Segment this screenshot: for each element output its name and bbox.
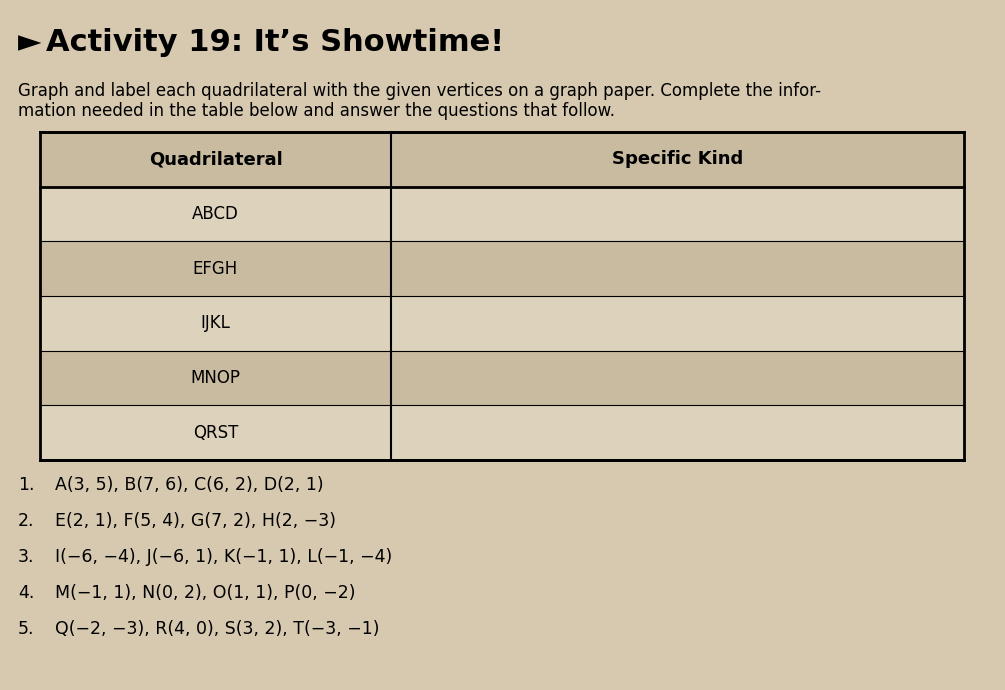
Text: M(−1, 1), N(0, 2), O(1, 1), P(0, −2): M(−1, 1), N(0, 2), O(1, 1), P(0, −2) bbox=[55, 584, 356, 602]
Text: 5.: 5. bbox=[18, 620, 34, 638]
Text: IJKL: IJKL bbox=[201, 315, 230, 333]
Text: 4.: 4. bbox=[18, 584, 34, 602]
Text: Quadrilateral: Quadrilateral bbox=[149, 150, 282, 168]
Text: I(−6, −4), J(−6, 1), K(−1, 1), L(−1, −4): I(−6, −4), J(−6, 1), K(−1, 1), L(−1, −4) bbox=[55, 548, 392, 566]
Text: 1.: 1. bbox=[18, 476, 34, 494]
Bar bbox=[40, 296, 964, 351]
Text: Q(−2, −3), R(4, 0), S(3, 2), T(−3, −1): Q(−2, −3), R(4, 0), S(3, 2), T(−3, −1) bbox=[55, 620, 380, 638]
Text: ABCD: ABCD bbox=[192, 205, 239, 223]
Text: QRST: QRST bbox=[193, 424, 238, 442]
Bar bbox=[40, 241, 964, 296]
Text: 3.: 3. bbox=[18, 548, 34, 566]
Text: EFGH: EFGH bbox=[193, 259, 238, 277]
Bar bbox=[40, 187, 964, 241]
Text: Specific Kind: Specific Kind bbox=[612, 150, 743, 168]
Bar bbox=[40, 351, 964, 405]
Text: Graph and label each quadrilateral with the given vertices on a graph paper. Com: Graph and label each quadrilateral with … bbox=[18, 82, 821, 100]
Text: Activity 19: It’s Showtime!: Activity 19: It’s Showtime! bbox=[46, 28, 505, 57]
Text: mation needed in the table below and answer the questions that follow.: mation needed in the table below and ans… bbox=[18, 102, 615, 120]
Bar bbox=[40, 405, 964, 460]
Text: E(2, 1), F(5, 4), G(7, 2), H(2, −3): E(2, 1), F(5, 4), G(7, 2), H(2, −3) bbox=[55, 512, 336, 530]
Text: A(3, 5), B(7, 6), C(6, 2), D(2, 1): A(3, 5), B(7, 6), C(6, 2), D(2, 1) bbox=[55, 476, 324, 494]
Text: MNOP: MNOP bbox=[191, 369, 240, 387]
Bar bbox=[40, 132, 964, 460]
Bar bbox=[40, 132, 964, 187]
Text: ►: ► bbox=[18, 28, 41, 57]
Text: 2.: 2. bbox=[18, 512, 34, 530]
